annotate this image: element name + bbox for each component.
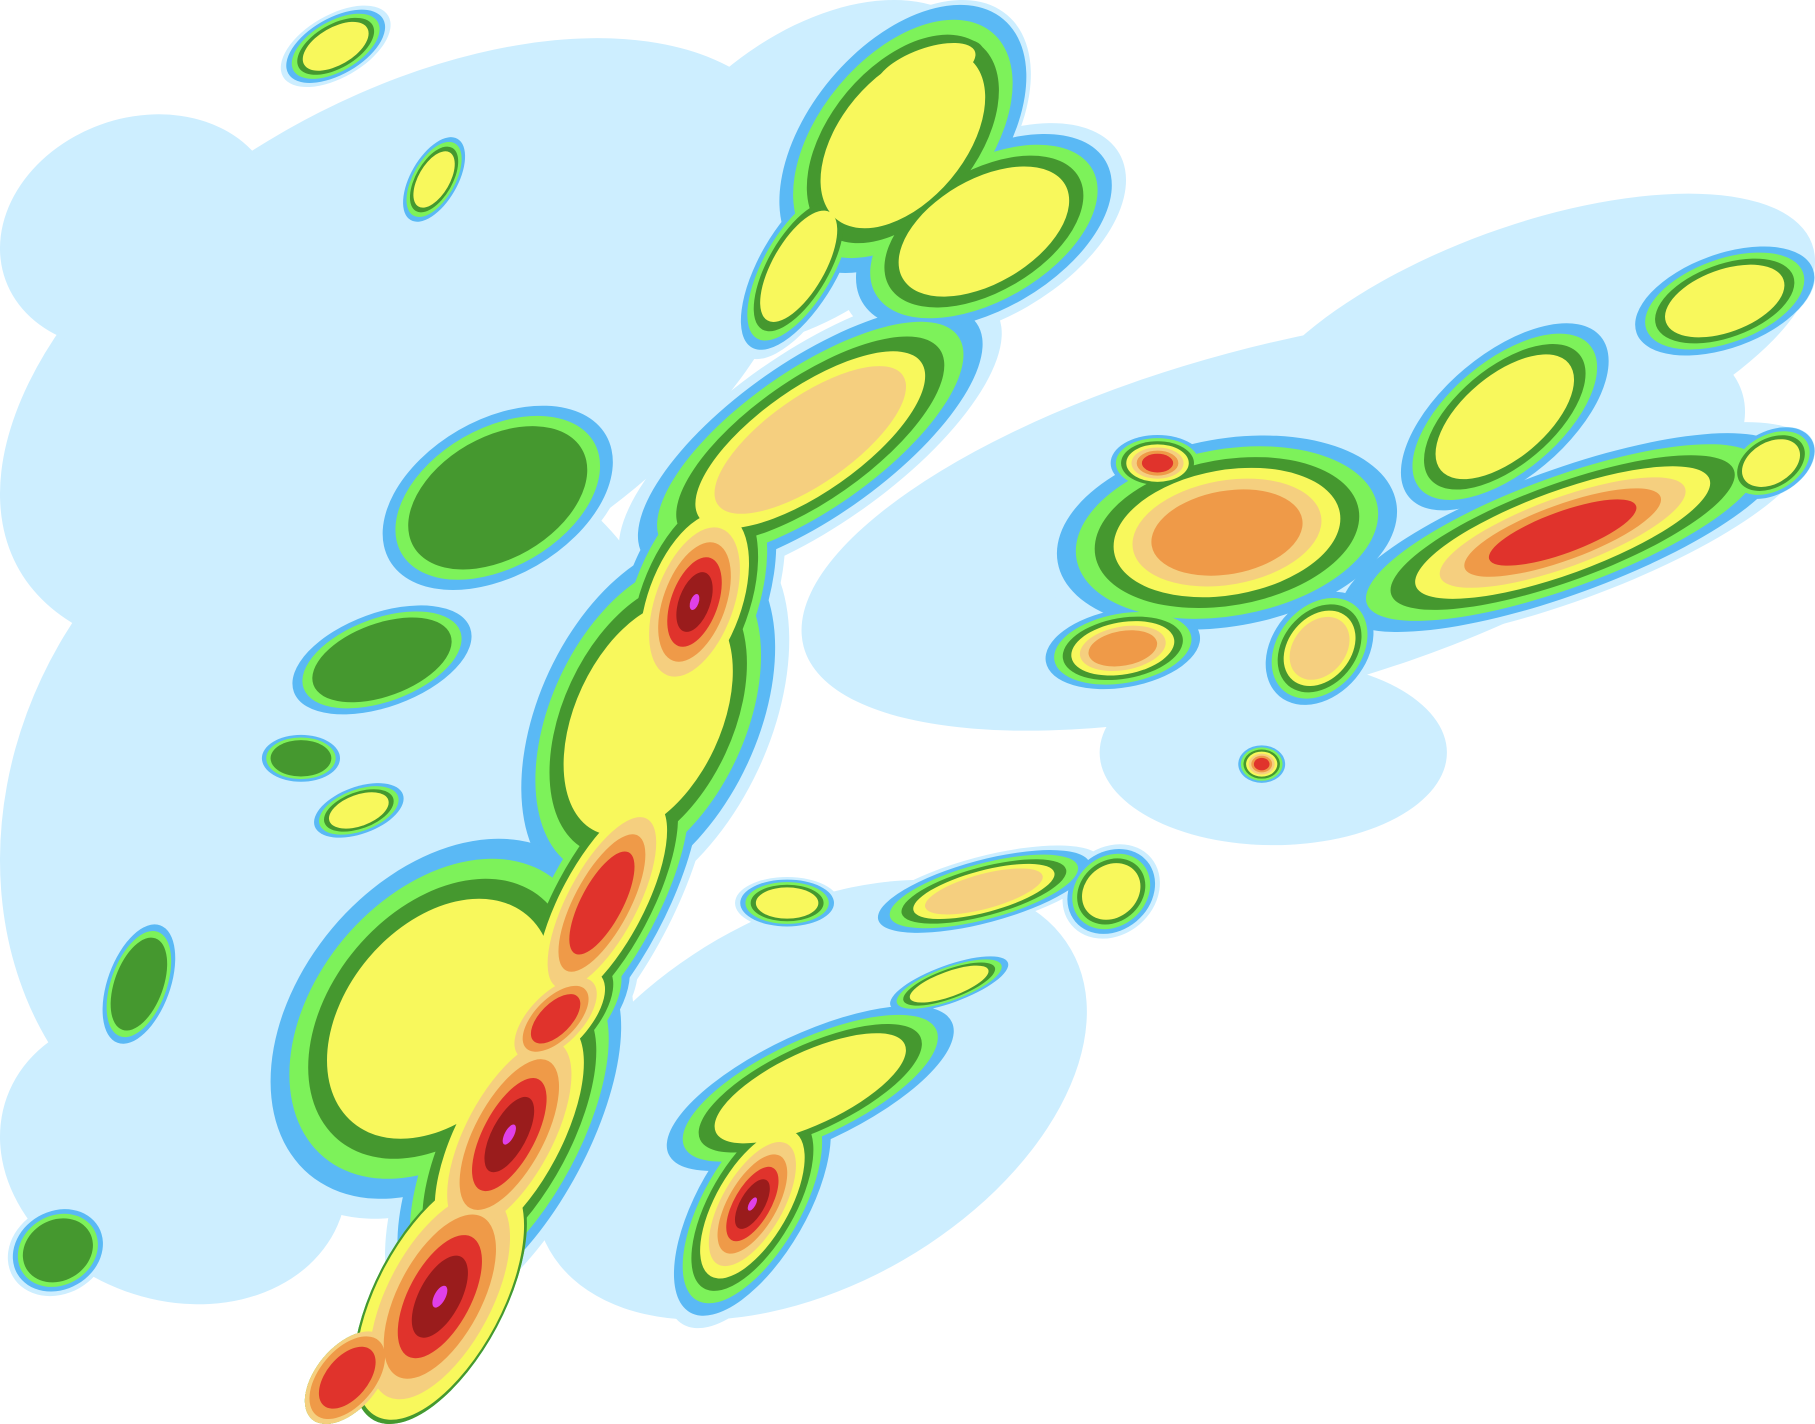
echo-level-3-cell-41: [110, 937, 168, 1031]
echo-level-4-cell-38: [876, 42, 976, 96]
echo-level-4-cell-27: [1665, 264, 1785, 338]
echo-level-3-cell-19: [312, 617, 452, 703]
echo-level-7-cell-22: [530, 994, 581, 1044]
echo-level-4-cell-30: [1742, 439, 1801, 487]
echo-level-4-cell-34: [1082, 863, 1141, 920]
echo-level-4-cell-39: [755, 887, 819, 919]
echo-level-3-cell-18: [408, 426, 588, 570]
echo-level-7-cell-44: [1253, 757, 1270, 771]
echo-level-5-cell-15: [714, 366, 907, 514]
echo-level-6-cell-24: [1151, 489, 1303, 576]
echo-level-7-cell-11: [569, 851, 635, 955]
echo-level-9-cell-9: [432, 1285, 448, 1308]
echo-level-7-cell-21: [318, 1346, 376, 1409]
echo-level-4-cell-26: [1435, 354, 1575, 480]
echo-level-7-cell-29: [1141, 453, 1174, 473]
echo-level-6-cell-25: [1088, 630, 1158, 667]
echo-level-5-cell-28: [1289, 616, 1350, 680]
echo-level-7-cell-23: [1488, 499, 1637, 566]
echo-level-9-cell-31: [747, 1197, 758, 1211]
echo-level-9-cell-12: [689, 594, 700, 610]
echo-level-4-cell-35: [909, 965, 989, 1003]
echo-level-9-cell-10: [502, 1124, 516, 1145]
echo-level-3-cell-43: [270, 740, 332, 777]
echo-level-4-cell-32: [714, 1033, 906, 1144]
echo-level-4-cell-37: [302, 21, 369, 71]
echo-level-4-cell-42: [328, 792, 389, 829]
echo-level-4-cell-17: [898, 166, 1070, 297]
echo-level-3-cell-40: [22, 1218, 93, 1283]
echo-level-4-cell-36: [413, 151, 455, 208]
echo-level-5-cell-33: [925, 868, 1043, 915]
echo-level-0-cell-8: [0, 114, 278, 349]
echo-level-4-cell-16: [820, 49, 986, 229]
echo-level-4-cell-20: [760, 210, 838, 322]
